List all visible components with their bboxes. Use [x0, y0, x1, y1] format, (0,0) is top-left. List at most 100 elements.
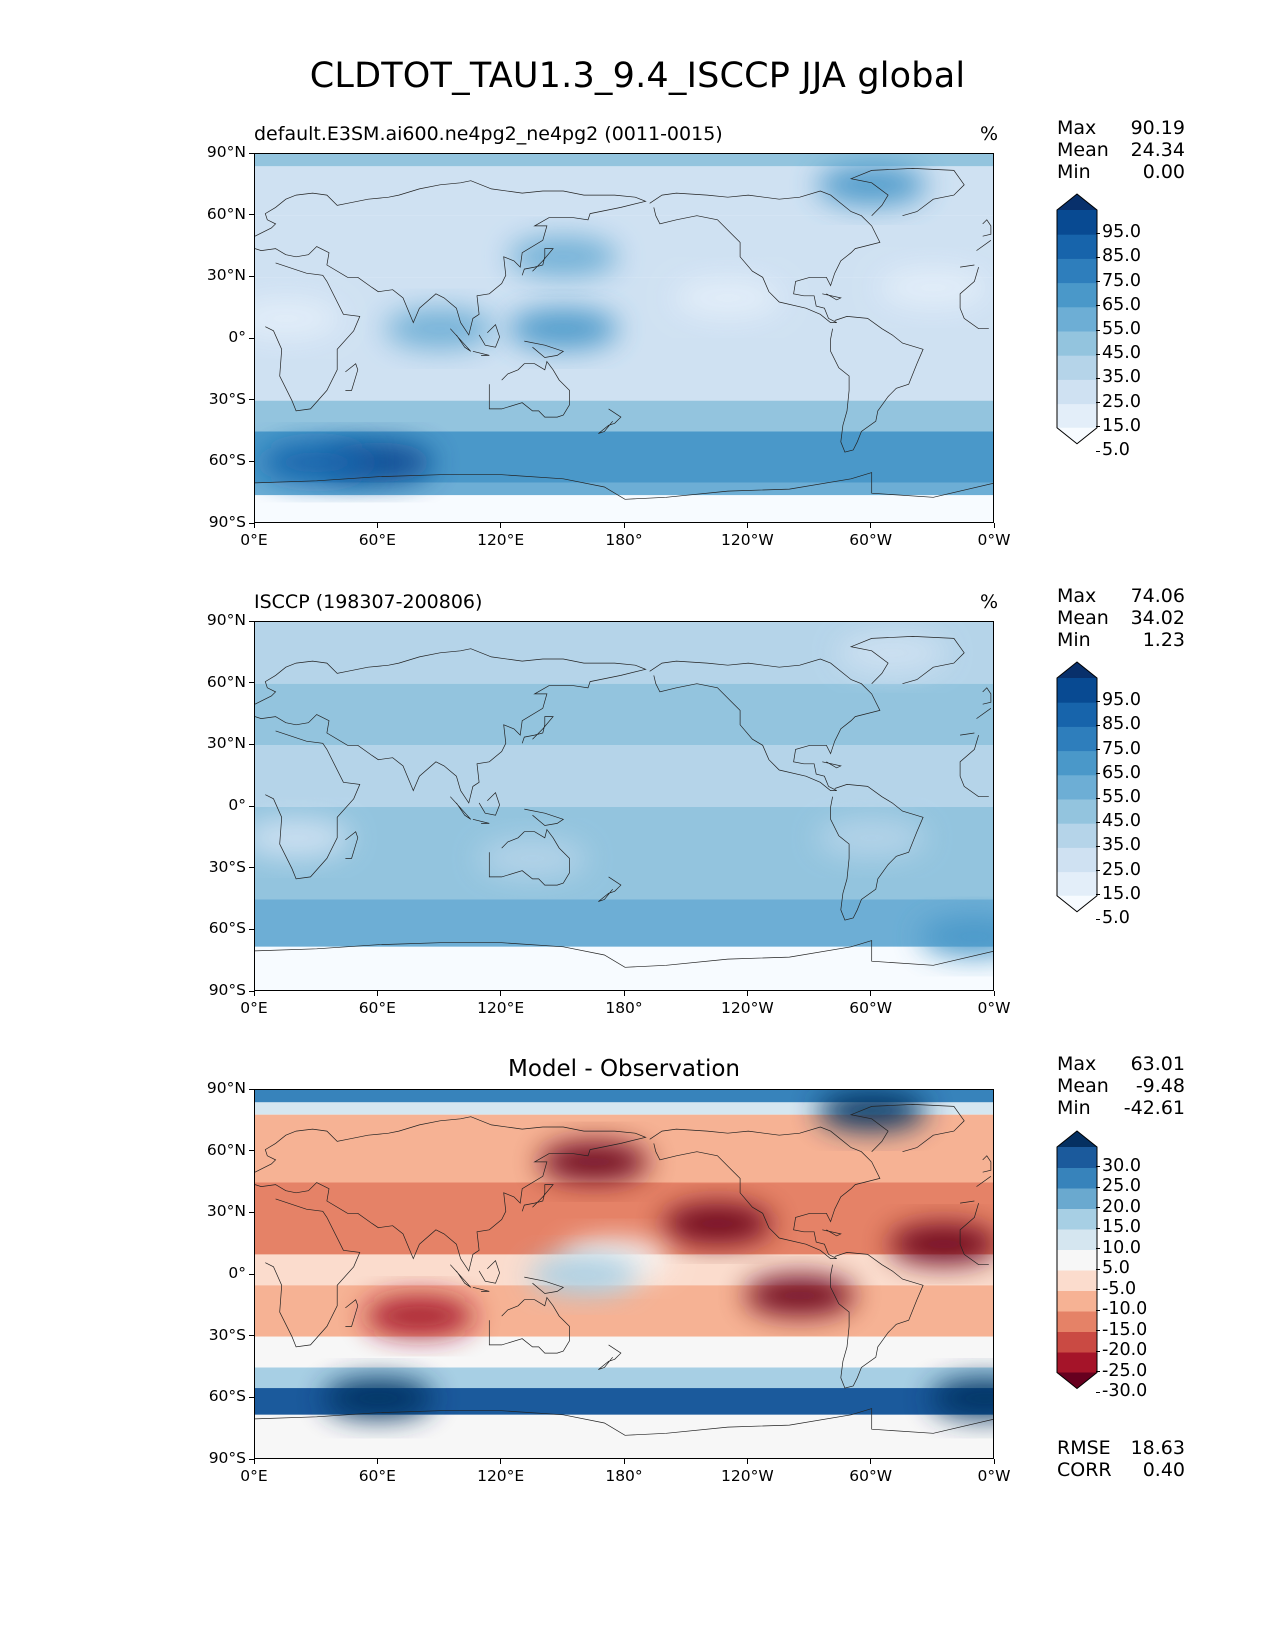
coastline: [472, 350, 490, 356]
coastline: [822, 761, 842, 769]
x-tick-label: 0°W: [977, 1467, 1011, 1485]
y-tick-label: 60°N: [206, 1140, 246, 1159]
coastline: [524, 340, 565, 358]
coastline: [849, 1104, 965, 1153]
x-tick-label: 60°E: [358, 1467, 396, 1485]
panel-1-map: [254, 153, 994, 523]
coastline: [488, 828, 570, 886]
x-tick-label: 0°E: [240, 1467, 268, 1485]
colorbar-segment: [1057, 1270, 1097, 1291]
x-tick-mark: [746, 991, 749, 996]
panel-3-colorbar: 30.0 25.0 20.0 15.0 10.0 5.0 -5.0 -10.0 -15.0 -20…: [1056, 1130, 1147, 1401]
y-tick-label: 90°S: [208, 981, 246, 999]
colorbar-extend-max: [1057, 1131, 1097, 1147]
colorbar-tick-label: 30.0: [1102, 1155, 1141, 1176]
y-tick-label: 90°S: [208, 1449, 246, 1467]
colorbar-segment: [1057, 871, 1097, 897]
coastline: [521, 248, 554, 276]
y-tick-label: 90°N: [206, 611, 246, 629]
stat-value: 1.23: [1142, 629, 1185, 651]
colorbar-extend-min: [1057, 1372, 1097, 1389]
colorbar-tick-label: -10.0: [1102, 1299, 1148, 1319]
stat-value: -42.61: [1123, 1097, 1185, 1119]
x-tick-label: 120°E: [477, 999, 525, 1017]
coastline: [265, 262, 989, 412]
colorbar-tick: [1096, 1268, 1100, 1270]
y-tick-label: 30°S: [208, 1325, 246, 1344]
x-tick-mark: [870, 991, 872, 996]
stat-value: 74.06: [1130, 585, 1185, 607]
colorbar-segment: [1057, 330, 1097, 356]
y-tick-label: 90°N: [206, 143, 246, 161]
colorbar-segment: [1057, 306, 1097, 332]
field-feature: [261, 442, 372, 483]
colorbar-segment: [1057, 282, 1097, 308]
coastline: [524, 808, 565, 826]
y-tick-label: 60°S: [208, 451, 246, 470]
stat-row: Min -42.61: [1057, 1097, 1185, 1119]
y-tick-label: 30°N: [206, 734, 246, 753]
field-feature: [255, 298, 341, 339]
zonal-band: [255, 683, 993, 746]
x-tick-mark: [623, 1459, 625, 1464]
coastline: [849, 168, 965, 217]
coastline: [255, 180, 992, 336]
colorbar-tick-label: 35.0: [1102, 367, 1141, 388]
zonal-band: [255, 1367, 993, 1389]
coastline: [822, 1229, 842, 1237]
x-tick-mark: [746, 523, 749, 528]
colorbar-tick: [1096, 773, 1100, 775]
coastline: [488, 1296, 570, 1354]
x-tick-mark: [870, 523, 872, 528]
colorbar-tick: [1096, 918, 1100, 920]
metric-label: CORR: [1057, 1459, 1112, 1481]
stat-label: Mean: [1057, 139, 1109, 161]
stat-label: Max: [1057, 585, 1097, 607]
colorbar-tick-label: 55.0: [1102, 787, 1141, 807]
stat-label: Min: [1057, 629, 1091, 651]
colorbar-tick: [1096, 426, 1100, 428]
colorbar-tick: [1096, 1248, 1100, 1249]
colorbar-segment: [1057, 1208, 1097, 1230]
x-tick-label: 180°: [605, 531, 643, 549]
field-feature: [888, 1224, 993, 1265]
field-feature: [878, 267, 989, 308]
colorbar-extend-min: [1057, 895, 1097, 912]
colorbar-graphic: [1056, 1130, 1098, 1390]
colorbar-tick: [1096, 305, 1100, 307]
figure-title: CLDTOT_TAU1.3_9.4_ISCCP JJA global: [309, 56, 966, 96]
x-tick-mark: [500, 1459, 502, 1464]
colorbar-graphic: [1056, 661, 1098, 913]
coastline: [830, 1252, 924, 1389]
colorbar-outline: [1056, 661, 1098, 913]
coastline: [649, 190, 881, 323]
x-tick-mark: [500, 523, 502, 528]
coastline: [598, 876, 622, 902]
x-tick-mark: [376, 1459, 379, 1464]
colorbar-tick-label: 20.0: [1102, 1196, 1141, 1217]
colorbar-segment: [1057, 209, 1097, 235]
x-tick-mark: [253, 1459, 255, 1464]
field-feature: [672, 277, 783, 318]
colorbar-segment: [1057, 677, 1097, 703]
y-tick-mark: [249, 682, 254, 684]
x-tick-mark: [993, 523, 995, 528]
y-tick-label: 0°: [228, 328, 246, 346]
coastline: [598, 1344, 622, 1370]
colorbar-segment: [1057, 1352, 1097, 1373]
y-tick-mark: [249, 1273, 254, 1275]
y-tick-mark: [249, 152, 254, 154]
stat-row: Min 0.00: [1057, 161, 1185, 183]
stat-row: Mean 24.34: [1057, 139, 1185, 161]
coastline: [478, 791, 500, 816]
colorbar-tick: [1096, 749, 1100, 751]
colorbar-tick-label: -5.0: [1102, 1278, 1137, 1299]
panel-3-metrics: RMSE 18.63 CORR 0.40: [1057, 1437, 1185, 1481]
y-tick-label: 30°S: [208, 389, 246, 408]
stat-value: -9.48: [1135, 1075, 1185, 1097]
field-feature: [323, 1378, 434, 1419]
stat-label: Max: [1057, 117, 1097, 139]
y-tick-label: 30°S: [208, 857, 246, 876]
coastline: [345, 831, 359, 859]
x-tick-mark: [993, 991, 995, 996]
